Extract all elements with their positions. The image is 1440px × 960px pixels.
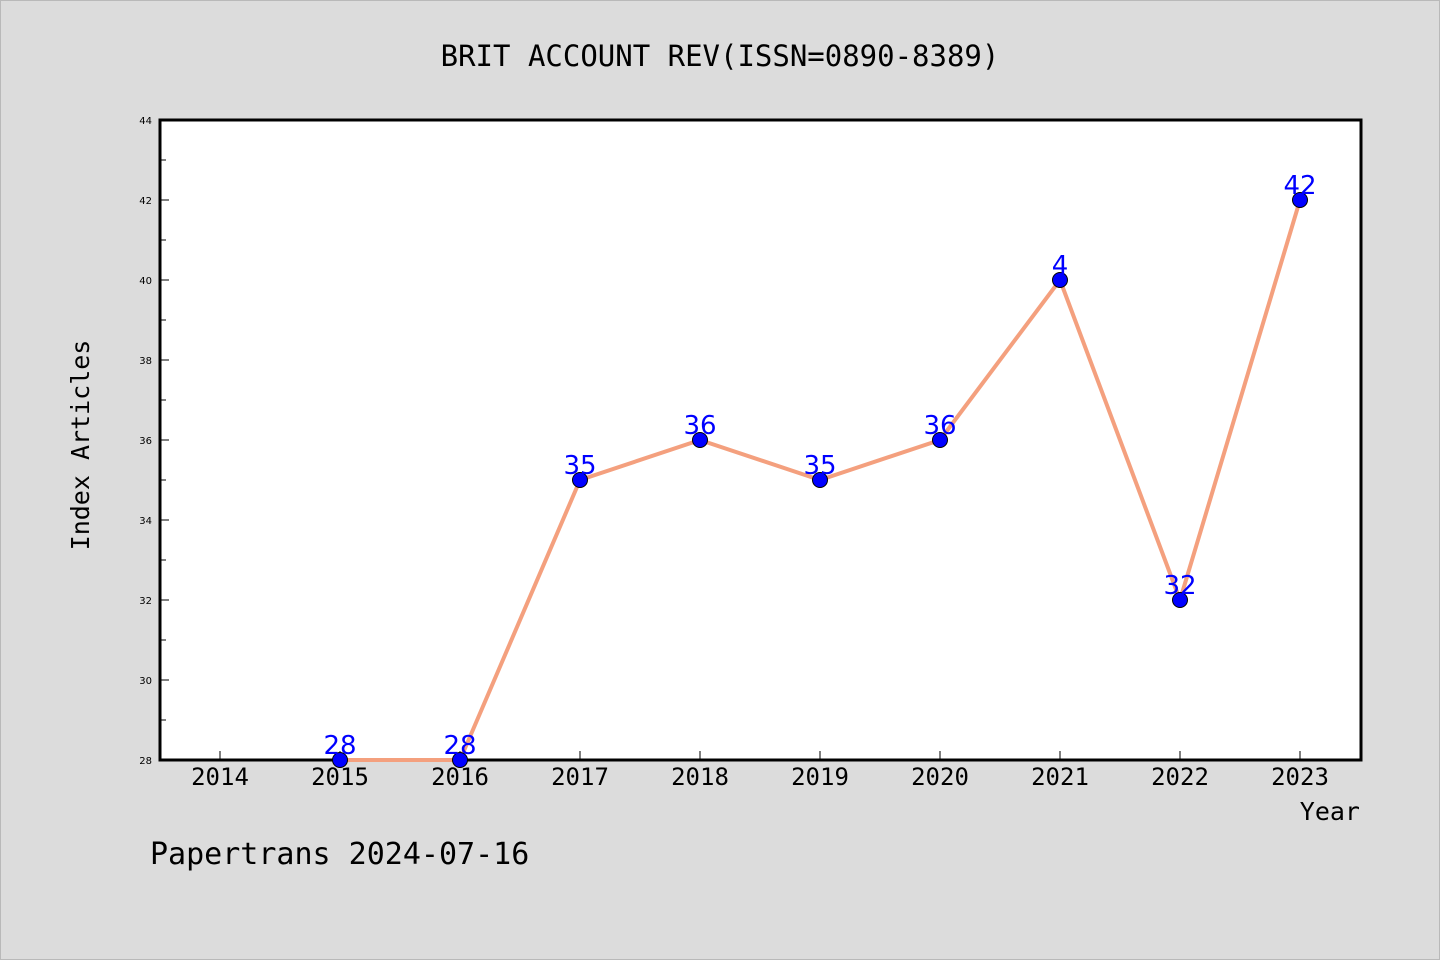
x-tick-label: 2023	[1271, 763, 1329, 791]
y-tick-label: 40	[139, 276, 152, 287]
data-point	[932, 432, 948, 448]
y-tick-label: 38	[139, 356, 152, 367]
footer-credit: Papertrans 2024-07-16	[150, 837, 529, 872]
y-tick-label: 42	[139, 196, 152, 207]
y-tick-label: 32	[139, 596, 152, 607]
chart-title: BRIT ACCOUNT REV(ISSN=0890-8389)	[441, 39, 1000, 73]
data-point	[572, 472, 588, 488]
x-tick-label: 2022	[1151, 763, 1209, 791]
plot-area	[158, 118, 1363, 762]
data-label: 4	[1052, 251, 1069, 281]
data-point	[452, 752, 468, 768]
y-tick-label: 44	[139, 116, 152, 127]
x-tick-label: 2018	[671, 763, 729, 791]
x-tick-label: 2014	[191, 763, 249, 791]
data-point	[812, 472, 828, 488]
x-tick-label: 2020	[911, 763, 969, 791]
data-label: 36	[683, 411, 716, 441]
data-label: 28	[443, 731, 476, 761]
x-tick-label: 2017	[551, 763, 609, 791]
data-point	[692, 432, 708, 448]
data-label: 28	[323, 731, 356, 761]
data-point	[1052, 272, 1068, 288]
data-label: 35	[803, 451, 836, 481]
data-point	[332, 752, 348, 768]
x-tick-label: 2021	[1031, 763, 1089, 791]
y-tick-label: 30	[139, 676, 152, 687]
data-point	[1172, 592, 1188, 608]
data-label: 32	[1163, 571, 1196, 601]
y-tick-label: 28	[139, 756, 152, 767]
data-label: 42	[1283, 171, 1316, 201]
y-tick-label: 34	[139, 516, 152, 527]
data-label: 35	[563, 451, 596, 481]
y-axis-ticks: 28 30 32 34 36 38 40 42 44	[139, 116, 169, 767]
x-tick-label: 2019	[791, 763, 849, 791]
y-tick-label: 36	[139, 436, 152, 447]
y-axis-label: Index Articles	[66, 340, 95, 551]
x-axis-label: Year	[1300, 797, 1360, 826]
data-point	[1292, 192, 1308, 208]
data-label: 36	[923, 411, 956, 441]
data-series: 28 28 35 36 35 36 4 32 42	[323, 171, 1317, 768]
